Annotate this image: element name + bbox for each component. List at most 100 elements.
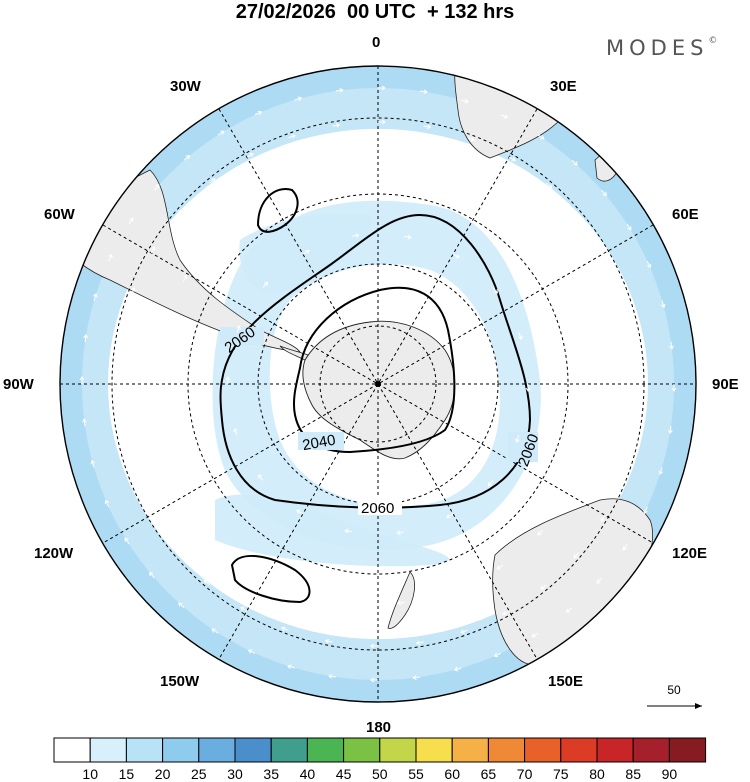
wind-arrow	[542, 237, 548, 245]
colorbar-label: 15	[119, 766, 135, 782]
wind-arrow	[124, 537, 130, 545]
wind-arrow	[149, 571, 155, 579]
wind-arrow	[620, 473, 626, 482]
wind-arrow	[571, 159, 578, 166]
wind-arrow	[370, 643, 378, 649]
wind-arrow	[502, 202, 510, 208]
wind-arrow	[116, 421, 122, 430]
wind-arrow	[531, 632, 539, 638]
lon-label-30w: 30W	[170, 78, 201, 95]
brand-logo: MODES©	[606, 36, 717, 60]
wind-arrow	[378, 85, 386, 91]
wind-arrow	[104, 499, 110, 508]
wind-arrow	[240, 606, 248, 612]
colorbar: 10 15 20 25 30 35 40 45 50 55 60 65 70 75 80 85 90	[53, 737, 707, 782]
wind-arrow	[163, 323, 168, 332]
colorbar-swatch	[668, 737, 707, 763]
wind-arrow	[90, 459, 96, 468]
wind-arrow	[176, 209, 183, 216]
wind-arrow	[643, 506, 648, 515]
lon-label-90e: 90E	[712, 376, 739, 393]
wind-arrow	[601, 189, 607, 197]
colorbar-label: 60	[444, 766, 460, 782]
wind-arrow	[492, 287, 498, 294]
colorbar-label: 35	[263, 766, 279, 782]
wind-arrow	[508, 156, 516, 162]
lon-label-180: 180	[366, 719, 392, 736]
wind-arrow	[423, 124, 432, 130]
wind-arrow	[146, 508, 152, 516]
wind-arrow	[448, 588, 457, 594]
colorbar-swatch	[162, 737, 200, 763]
wind-arrow	[378, 119, 386, 125]
colorbar-swatch	[89, 737, 127, 763]
wind-arrow	[487, 480, 494, 487]
wind-arrow	[396, 600, 405, 606]
lon-label-90w: 90W	[3, 376, 34, 393]
wind-arrow	[500, 114, 509, 119]
wind-arrow	[178, 602, 185, 609]
wind-arrow	[453, 666, 462, 672]
land-south-america	[60, 169, 301, 353]
wind-arrow	[660, 300, 666, 309]
colorbar-swatch	[632, 737, 670, 763]
wind-arrow	[568, 486, 574, 494]
wind-arrow	[351, 162, 360, 168]
wind-arrow	[211, 628, 219, 634]
wind-arrow	[296, 509, 304, 515]
wind-arrow	[496, 564, 504, 570]
wind-arrow	[302, 249, 310, 255]
wind-arrow	[622, 543, 628, 551]
colorbar-label: 55	[408, 766, 424, 782]
wind-arrow	[113, 376, 119, 384]
wind-arrow	[669, 341, 674, 350]
colorbar-swatch	[53, 737, 91, 763]
wind-arrow	[179, 479, 184, 487]
wind-arrow	[493, 652, 502, 658]
wind-arrow	[637, 384, 643, 392]
wind-arrow	[203, 579, 210, 586]
wind-arrow	[288, 134, 296, 139]
wind-arrow	[626, 223, 632, 231]
wind-arrow	[225, 376, 231, 384]
wind-arrow	[343, 599, 352, 605]
colorbar-label: 80	[589, 766, 605, 782]
wind-arrow	[118, 330, 124, 339]
colorbar-swatch	[560, 737, 598, 763]
wind-arrow	[299, 174, 308, 180]
wind-arrow	[233, 427, 238, 436]
wind-arrow	[247, 649, 256, 654]
colorbar-label: 30	[227, 766, 243, 782]
wind-arrow	[217, 130, 225, 136]
wind-arrow	[294, 96, 303, 102]
wind-arrow	[324, 638, 333, 644]
lon-label-120w: 120W	[34, 545, 74, 562]
wind-arrow	[182, 274, 188, 282]
wind-arrow	[351, 233, 360, 238]
wind-arrow	[452, 253, 460, 259]
wind-arrow	[546, 182, 553, 189]
wind-arrow	[246, 152, 254, 158]
wind-arrow	[246, 560, 254, 566]
wind-arrow	[287, 664, 295, 670]
wind-arrow	[415, 640, 424, 646]
wind-arrow	[420, 89, 428, 95]
wind-arrow	[403, 234, 412, 240]
land-antarctica	[302, 320, 456, 460]
colorbar-label: 40	[300, 766, 316, 782]
wind-arrow	[370, 677, 378, 683]
wind-arrow	[108, 253, 113, 262]
wind-arrow	[92, 293, 98, 301]
wind-arrow	[600, 514, 606, 522]
wind-arrow	[153, 184, 160, 191]
wind-arrow	[596, 577, 603, 584]
wind-arrow	[344, 528, 353, 534]
colorbar-swatch	[306, 737, 345, 763]
lon-label-0: 0	[372, 34, 381, 51]
wind-arrow	[128, 217, 134, 225]
wind-arrow	[632, 429, 638, 438]
wind-arrow	[208, 523, 214, 531]
colorbar-label: 90	[662, 766, 678, 782]
wind-arrow	[209, 178, 216, 184]
